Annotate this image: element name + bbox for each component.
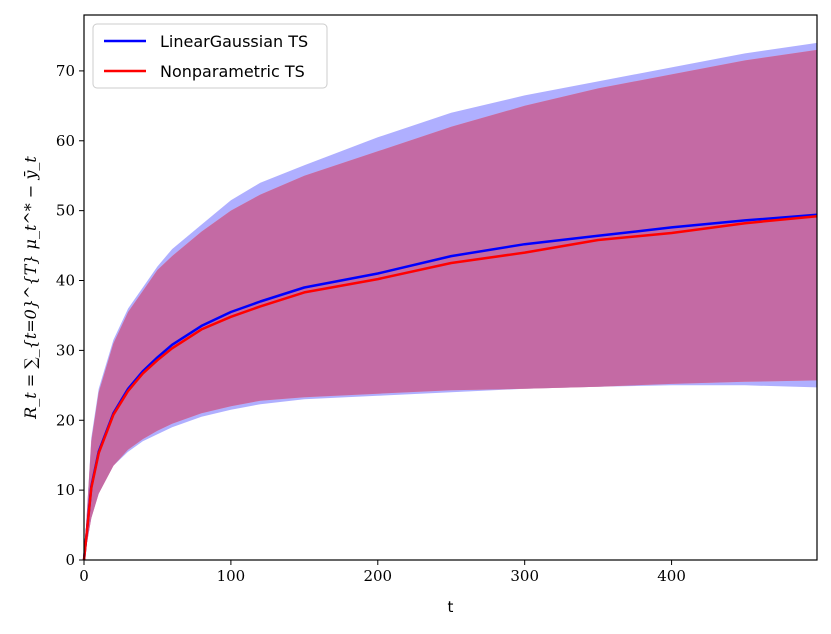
- x-axis-ticks: 0 100 200 300 400: [79, 560, 686, 585]
- y-axis-label: R_t = ∑_{t=0}^{T} μ_t^* − ȳ_t: [21, 156, 40, 420]
- y-tick-label: 50: [56, 202, 75, 220]
- legend-label-nonparametric: Nonparametric TS: [160, 62, 305, 81]
- line-nonparametric-ts: [82, 214, 818, 561]
- legend-label-lineargaussian: LinearGaussian TS: [160, 32, 308, 51]
- legend-box: [92, 23, 328, 89]
- band-overlap: [84, 49, 817, 561]
- plot-frame: [83, 14, 818, 561]
- x-tick-label: 300: [510, 567, 539, 585]
- x-tick-label: 200: [363, 567, 392, 585]
- y-tick-label: 0: [65, 551, 75, 569]
- x-tick-label: 0: [79, 567, 89, 585]
- legend: LinearGaussian TS Nonparametric TS: [92, 23, 328, 89]
- x-axis-label: t: [448, 598, 454, 616]
- y-tick-label: 20: [56, 411, 75, 429]
- confidence-bands: [84, 42, 817, 561]
- y-tick-label: 70: [56, 62, 75, 80]
- y-tick-label: 30: [56, 341, 75, 359]
- y-tick-label: 10: [56, 481, 75, 499]
- y-tick-label: 60: [56, 132, 75, 150]
- mean-lines: [82, 213, 818, 561]
- x-tick-label: 100: [217, 567, 246, 585]
- y-axis-ticks: 0 10 20 30 40 50 60 70: [56, 62, 84, 569]
- y-tick-label: 40: [56, 272, 75, 290]
- x-tick-label: 400: [657, 567, 686, 585]
